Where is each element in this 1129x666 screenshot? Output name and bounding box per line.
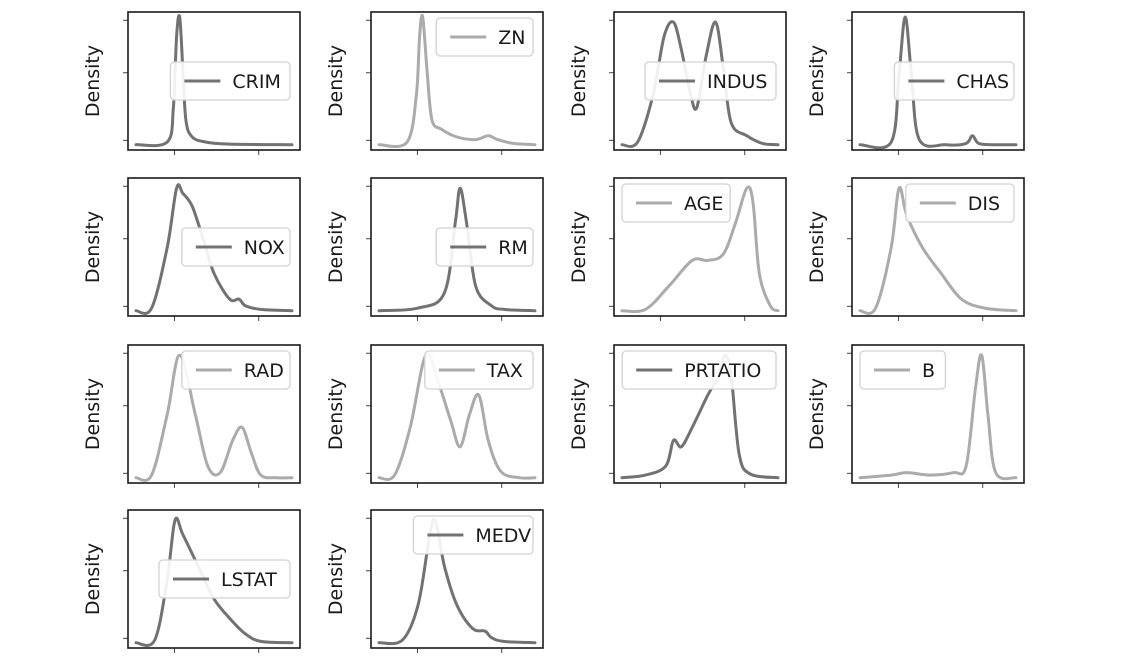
legend-box — [181, 350, 291, 390]
legend: RM — [435, 227, 534, 267]
legend: ZN — [435, 17, 534, 57]
plot-frame — [851, 344, 1025, 484]
legend-label: PRTATIO — [684, 360, 761, 382]
plot-frame — [127, 11, 301, 151]
subplot-rad: Density RAD — [82, 344, 301, 488]
subplot-prtatio: Density PRTATIO — [568, 344, 787, 488]
legend: AGE — [621, 183, 731, 223]
legend-box — [169, 61, 291, 101]
y-axis-label: Density — [325, 45, 347, 117]
legend-label: INDUS — [707, 71, 767, 93]
plot-frame — [851, 177, 1025, 317]
legend-box — [424, 350, 534, 390]
plot-frame — [613, 11, 787, 151]
y-axis-label: Density — [806, 378, 828, 450]
plot-frame — [127, 344, 301, 484]
subplot-zn: Density ZN — [325, 11, 544, 155]
density-line-age — [620, 185, 780, 314]
legend-label: B — [922, 360, 935, 382]
legend-label: TAX — [486, 360, 523, 382]
legend-box — [158, 559, 291, 599]
plot-frame — [613, 177, 787, 317]
density-line-prtatio — [620, 353, 780, 480]
subplot-rm: Density RM — [325, 177, 544, 321]
legend: LSTAT — [158, 559, 291, 599]
subplot-age: Density AGE — [568, 177, 787, 321]
plot-frame — [851, 11, 1025, 151]
subplot-crim: Density CRIM — [82, 11, 301, 155]
legend-label: NOX — [244, 237, 285, 259]
legend-label: AGE — [684, 193, 723, 215]
plot-frame — [370, 11, 544, 151]
subplot-lstat: Density LSTAT — [82, 509, 301, 653]
legend-label: ZN — [498, 27, 525, 49]
legend-label: RM — [498, 237, 528, 259]
legend-box — [893, 61, 1015, 101]
subplot-nox: Density NOX — [82, 177, 301, 321]
y-axis-label: Density — [82, 211, 104, 283]
subplot-dis: Density DIS — [806, 177, 1025, 321]
legend-box — [181, 227, 291, 267]
legend: NOX — [181, 227, 291, 267]
legend: DIS — [905, 183, 1015, 223]
y-axis-label: Density — [568, 211, 590, 283]
plot-frame — [127, 509, 301, 649]
legend: CHAS — [893, 61, 1015, 101]
plot-frame — [613, 344, 787, 484]
legend-box — [905, 183, 1015, 223]
plot-frame — [127, 177, 301, 317]
density-line-zn — [377, 13, 537, 149]
y-axis-label: Density — [82, 45, 104, 117]
legend-box — [644, 61, 777, 101]
y-axis-label: Density — [82, 378, 104, 450]
plot-frame — [370, 177, 544, 317]
density-line-tax — [377, 352, 537, 482]
plot-frame — [370, 344, 544, 484]
density-line-medv — [377, 517, 537, 646]
legend-label: MEDV — [475, 525, 531, 547]
y-axis-label: Density — [325, 378, 347, 450]
legend-label: CHAS — [956, 71, 1009, 93]
legend-box — [621, 350, 777, 390]
subplot-tax: Density TAX — [325, 344, 544, 488]
y-axis-label: Density — [806, 45, 828, 117]
legend-label: DIS — [968, 193, 1000, 215]
y-axis-label: Density — [568, 378, 590, 450]
y-axis-label: Density — [82, 543, 104, 615]
legend-label: RAD — [244, 360, 284, 382]
legend-box — [621, 183, 731, 223]
legend: MEDV — [412, 515, 534, 555]
legend-label: LSTAT — [221, 569, 277, 591]
plot-frame — [370, 509, 544, 649]
y-axis-label: Density — [568, 45, 590, 117]
legend: B — [859, 350, 947, 390]
subplot-b: Density B — [806, 344, 1025, 488]
density-line-dis — [858, 185, 1018, 315]
y-axis-label: Density — [325, 211, 347, 283]
subplot-indus: Density INDUS — [568, 11, 787, 155]
legend-box — [412, 515, 534, 555]
density-line-rm — [377, 186, 537, 313]
legend: RAD — [181, 350, 291, 390]
legend: CRIM — [169, 61, 291, 101]
y-axis-label: Density — [806, 211, 828, 283]
density-line-b — [858, 353, 1018, 481]
legend: INDUS — [644, 61, 777, 101]
legend-label: CRIM — [232, 71, 280, 93]
subplot-chas: Density CHAS — [806, 11, 1025, 155]
legend: PRTATIO — [621, 350, 777, 390]
y-axis-label: Density — [325, 543, 347, 615]
density-line-rad — [134, 353, 294, 482]
subplot-medv: Density MEDV — [325, 509, 544, 653]
legend: TAX — [424, 350, 534, 390]
